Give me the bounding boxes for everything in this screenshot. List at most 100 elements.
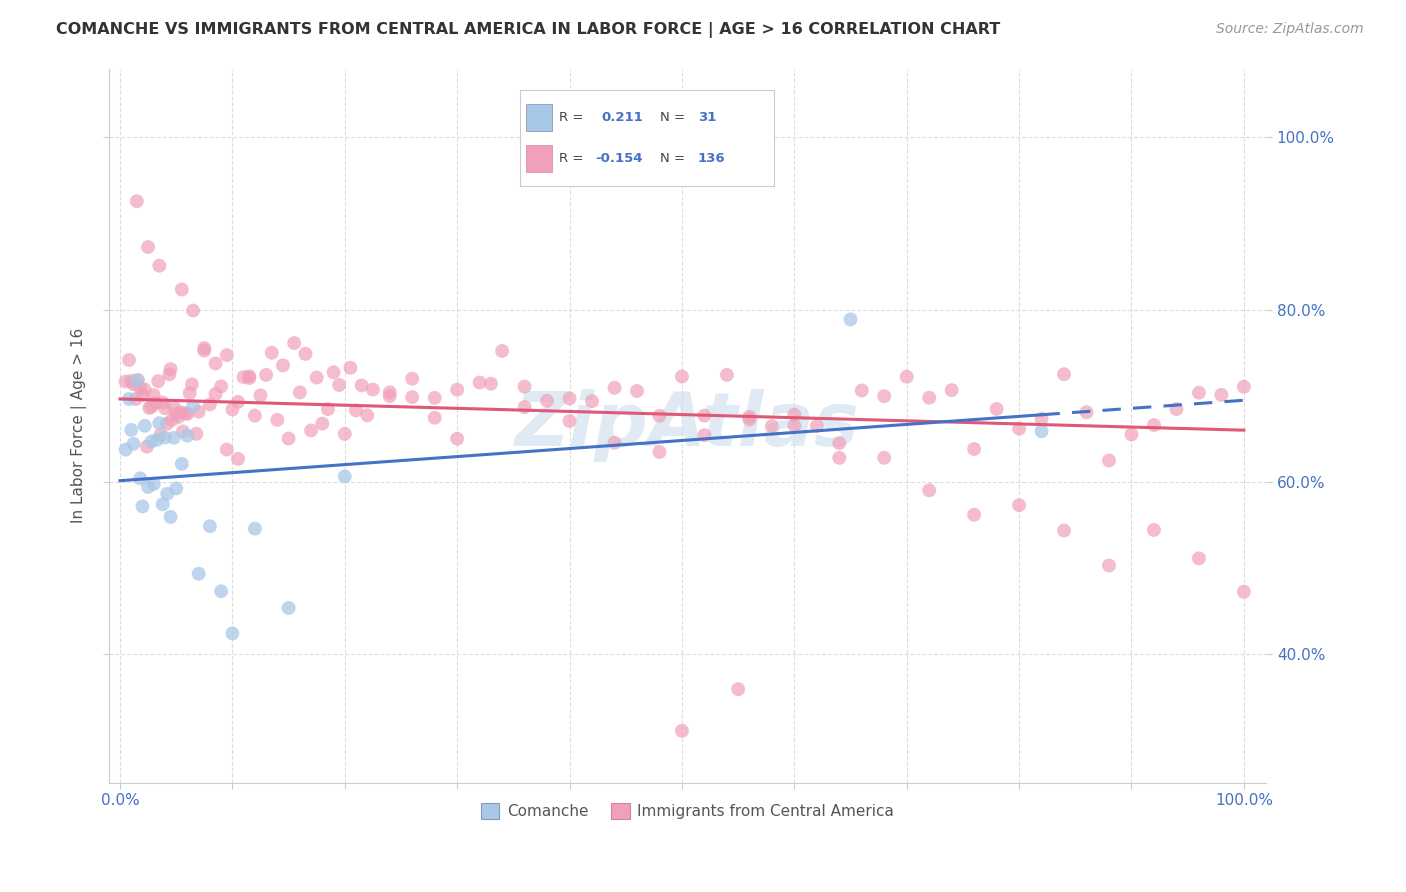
Point <box>1233 380 1256 394</box>
Point <box>152 497 174 511</box>
Point <box>513 400 536 414</box>
Point <box>603 381 626 395</box>
Point <box>163 401 186 415</box>
Point <box>671 369 693 384</box>
Point <box>209 584 232 599</box>
Point <box>266 413 288 427</box>
Point <box>333 469 356 483</box>
Point <box>1143 523 1166 537</box>
Point <box>1098 453 1121 467</box>
Point <box>1053 524 1076 538</box>
Point <box>120 374 142 388</box>
Point <box>378 385 401 400</box>
Point <box>159 368 181 382</box>
Y-axis label: In Labor Force | Age > 16: In Labor Force | Age > 16 <box>72 328 87 524</box>
Point <box>152 395 174 409</box>
Point <box>153 431 176 445</box>
Point <box>322 365 344 379</box>
Point <box>187 405 209 419</box>
Point <box>134 383 156 397</box>
Point <box>181 400 204 414</box>
Point <box>120 423 142 437</box>
Point <box>761 419 783 434</box>
Point <box>167 409 190 424</box>
Point <box>159 362 181 376</box>
Point <box>378 389 401 403</box>
Point <box>148 259 170 273</box>
Point <box>648 409 671 423</box>
Point <box>558 392 581 406</box>
Point <box>136 480 159 494</box>
Point <box>198 519 221 533</box>
Point <box>122 437 145 451</box>
Point <box>131 500 153 514</box>
Point <box>129 381 152 395</box>
Point <box>181 303 204 318</box>
Point <box>163 431 186 445</box>
Point <box>828 450 851 465</box>
Point <box>1076 405 1098 419</box>
Legend: Comanche, Immigrants from Central America: Comanche, Immigrants from Central Americ… <box>475 797 900 825</box>
Point <box>193 343 215 358</box>
Point <box>193 341 215 355</box>
Point <box>1031 412 1053 426</box>
Point <box>491 343 513 358</box>
Point <box>738 409 761 424</box>
Point <box>118 392 141 406</box>
Point <box>165 482 187 496</box>
Text: COMANCHE VS IMMIGRANTS FROM CENTRAL AMERICA IN LABOR FORCE | AGE > 16 CORRELATIO: COMANCHE VS IMMIGRANTS FROM CENTRAL AMER… <box>56 22 1001 38</box>
Point <box>693 409 716 423</box>
Point <box>479 376 502 391</box>
Point <box>1098 558 1121 573</box>
Point <box>468 376 491 390</box>
Point <box>305 370 328 384</box>
Point <box>423 391 446 405</box>
Point <box>294 347 316 361</box>
Point <box>1008 498 1031 512</box>
Text: ZipAtlas: ZipAtlas <box>515 389 860 462</box>
Point <box>851 384 873 398</box>
Point <box>1188 551 1211 566</box>
Point <box>1053 368 1076 382</box>
Point <box>1031 424 1053 438</box>
Point <box>127 373 149 387</box>
Point <box>1211 388 1233 402</box>
Point <box>963 508 986 522</box>
Point <box>254 368 277 382</box>
Point <box>806 419 828 434</box>
Point <box>136 440 159 454</box>
Point <box>333 426 356 441</box>
Point <box>283 336 305 351</box>
Point <box>125 194 148 209</box>
Point <box>328 378 350 392</box>
Point <box>238 369 260 384</box>
Point <box>423 410 446 425</box>
Point <box>260 345 283 359</box>
Point <box>558 414 581 428</box>
Point <box>344 403 367 417</box>
Point <box>626 384 648 398</box>
Point <box>114 375 136 389</box>
Point <box>170 405 193 419</box>
Point <box>142 388 165 402</box>
Point <box>603 435 626 450</box>
Point <box>716 368 738 382</box>
Point <box>243 409 266 423</box>
Point <box>153 401 176 416</box>
Point <box>918 483 941 498</box>
Point <box>727 682 749 697</box>
Point <box>142 477 165 491</box>
Point <box>118 353 141 368</box>
Point <box>963 442 986 456</box>
Point <box>179 386 201 401</box>
Point <box>129 471 152 485</box>
Point <box>271 359 294 373</box>
Point <box>186 426 208 441</box>
Point <box>170 457 193 471</box>
Point <box>738 412 761 426</box>
Point <box>174 406 197 420</box>
Point <box>148 374 170 388</box>
Point <box>828 436 851 450</box>
Point <box>176 407 198 421</box>
Point <box>446 383 468 397</box>
